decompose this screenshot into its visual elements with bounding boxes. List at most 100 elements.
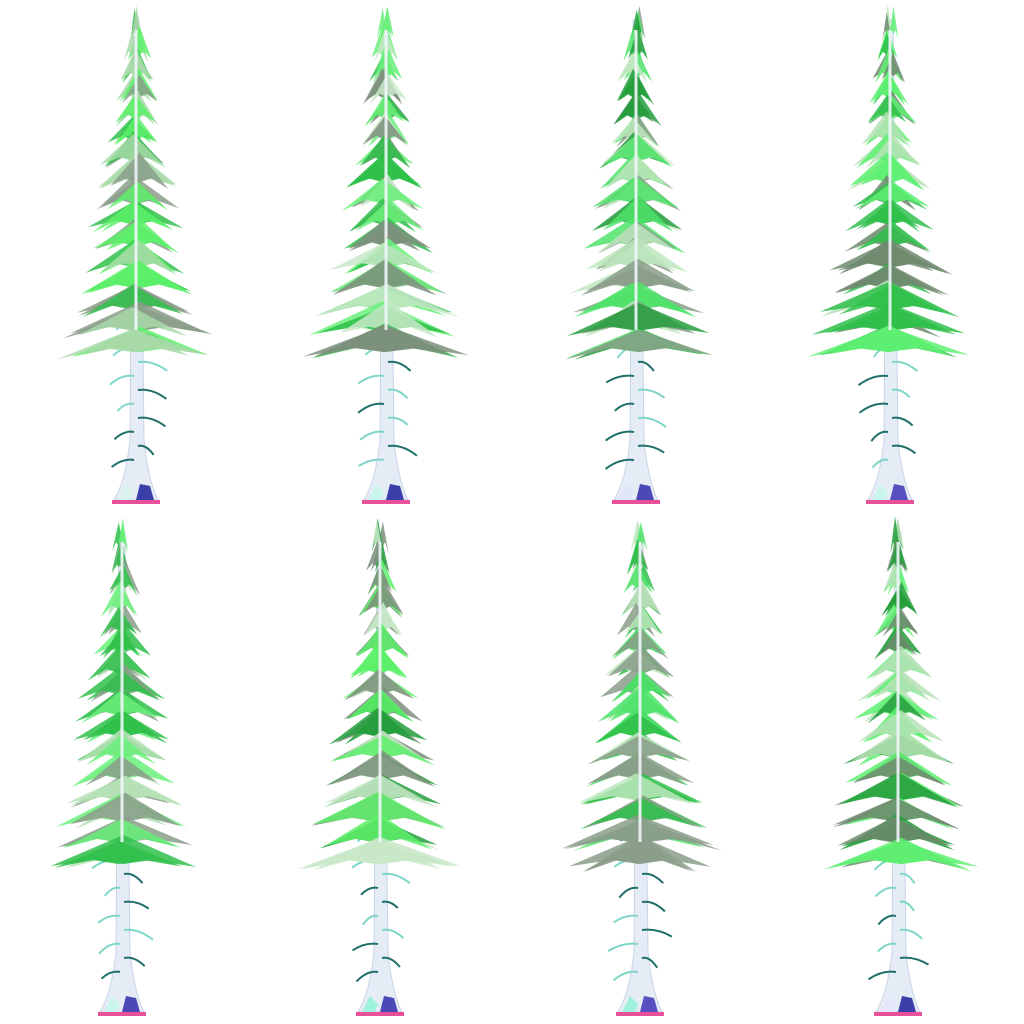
root-base	[122, 996, 140, 1012]
foliage-tier	[368, 73, 407, 106]
foliage-tier	[882, 11, 892, 42]
foliage-tier	[376, 7, 389, 42]
foliage-tier	[589, 798, 696, 827]
bare-branch	[870, 430, 889, 442]
foliage-tier	[50, 835, 197, 868]
bare-branch	[123, 872, 144, 884]
pine-tree-illustration	[50, 517, 197, 1016]
root-base	[622, 996, 638, 1014]
foliage-tier	[303, 325, 469, 357]
bare-branch	[360, 886, 379, 896]
foliage-tier	[124, 29, 141, 60]
bare-branch	[637, 360, 655, 372]
foliage-tier	[857, 710, 945, 743]
pine-tree-illustration	[564, 5, 714, 504]
bare-branch	[381, 872, 411, 884]
foliage-tier	[87, 645, 151, 681]
bare-branch	[891, 360, 918, 372]
foliage-tier	[87, 260, 190, 294]
foliage-tier	[888, 6, 899, 40]
foliage-tier	[881, 52, 906, 83]
bare-branch	[613, 914, 639, 924]
root-base	[362, 996, 378, 1014]
foliage-tier	[340, 300, 439, 338]
bare-branch	[381, 956, 401, 968]
foliage-tier	[99, 134, 167, 169]
foliage-tier	[628, 26, 648, 60]
pine-tree-7	[510, 512, 766, 1024]
foliage-tier	[355, 198, 424, 232]
bare-branch	[137, 416, 167, 428]
foliage-tier	[626, 539, 648, 576]
pine-tree-6	[250, 512, 506, 1024]
bare-branch	[891, 416, 914, 427]
foliage-tier	[348, 221, 431, 252]
ground-strip	[866, 500, 914, 504]
foliage-tier	[341, 178, 424, 212]
bare-branch	[641, 956, 659, 969]
bare-branch	[358, 458, 385, 467]
bare-branch	[137, 388, 167, 400]
bare-branch	[381, 928, 405, 939]
pine-tree-8	[768, 512, 1024, 1024]
bare-branch	[387, 416, 409, 426]
foliage-tier	[833, 797, 960, 830]
foliage-tier	[851, 728, 950, 763]
root-base	[618, 484, 634, 502]
pine-tree-1	[6, 0, 262, 512]
foliage-tier	[862, 111, 912, 148]
bare-branch	[891, 444, 917, 455]
foliage-tier	[856, 222, 931, 252]
foliage-tier	[374, 541, 390, 575]
root-base	[380, 996, 398, 1012]
foliage-tier	[121, 74, 157, 104]
foliage-tier	[609, 686, 679, 722]
foliage-tier	[561, 814, 714, 849]
foliage-tier	[77, 667, 160, 701]
foliage-tier	[363, 580, 404, 615]
bare-branch	[637, 416, 667, 428]
root-base	[104, 996, 120, 1014]
foliage-tier	[877, 32, 897, 62]
foliage-tier	[329, 750, 436, 787]
bare-branch	[877, 942, 897, 953]
bare-branch	[381, 900, 399, 909]
bare-branch	[614, 402, 635, 412]
root-base	[368, 484, 384, 502]
pine-tree-illustration	[303, 6, 469, 504]
root-base	[872, 484, 888, 502]
foliage-tier	[77, 307, 188, 337]
bare-branch	[97, 914, 121, 924]
foliage-tier	[838, 240, 934, 275]
pine-tree-illustration	[807, 4, 970, 504]
foliage-tier	[807, 326, 970, 357]
root-base	[386, 484, 404, 500]
foliage-tier	[101, 239, 177, 275]
foliage-tier	[568, 836, 711, 867]
foliage-tier	[868, 94, 907, 123]
foliage-tier	[365, 607, 403, 636]
bare-branch	[874, 886, 897, 898]
foliage-tier	[614, 94, 654, 125]
pine-tree-2	[256, 0, 512, 512]
foliage-tier	[99, 624, 152, 657]
bare-branch	[109, 374, 135, 386]
bare-branch	[123, 900, 150, 910]
foliage-tier	[630, 9, 643, 42]
bare-branch	[899, 900, 915, 912]
foliage-tier	[860, 155, 924, 190]
foliage-tier	[82, 284, 183, 317]
foliage-tier	[56, 328, 209, 360]
bare-branch	[98, 942, 121, 955]
bare-branch	[355, 970, 379, 983]
ground-strip	[612, 500, 660, 504]
bare-branch	[899, 928, 923, 940]
root-base	[898, 996, 916, 1012]
foliage-tier	[634, 521, 648, 553]
foliage-tier	[578, 773, 695, 805]
root-base	[636, 484, 654, 500]
pine-tree-illustration	[297, 517, 462, 1016]
foliage-tier	[69, 792, 181, 827]
ground-strip	[356, 1012, 404, 1016]
